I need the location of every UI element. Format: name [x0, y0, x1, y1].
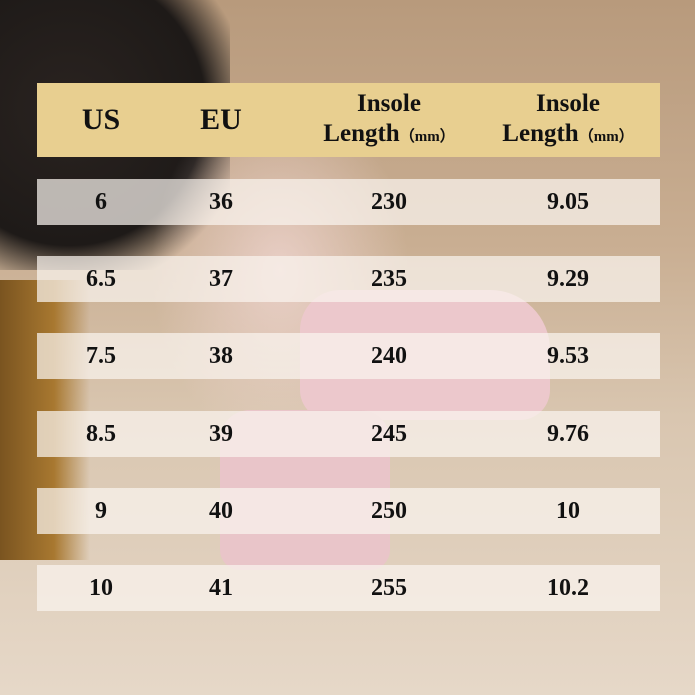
- table-cell: 9: [95, 497, 107, 524]
- table-cell: 6.5: [86, 265, 116, 292]
- table-cell: 230: [371, 188, 407, 215]
- header-label: Insole: [536, 89, 600, 117]
- table-cell: 255: [371, 574, 407, 601]
- size-table-header: US EU Insole Length（mm） Insole Length（mm…: [37, 83, 660, 157]
- table-cell: 9.05: [547, 188, 589, 215]
- header-label: US: [81, 103, 121, 136]
- table-row: 8.5 39 245 9.76: [37, 411, 660, 457]
- header-eu: EU: [131, 83, 311, 157]
- table-cell: 37: [209, 265, 233, 292]
- table-cell: 40: [209, 497, 233, 524]
- table-cell: 36: [209, 188, 233, 215]
- table-row: 7.5 38 240 9.53: [37, 333, 660, 379]
- table-cell: 245: [371, 420, 407, 447]
- header-us: US: [11, 83, 191, 157]
- table-cell: 10: [556, 497, 580, 524]
- table-cell: 6: [95, 188, 107, 215]
- header-unit: （mm）: [399, 128, 455, 145]
- table-row: 10 41 255 10.2: [37, 565, 660, 611]
- table-cell: 250: [371, 497, 407, 524]
- header-label: Insole: [357, 89, 421, 117]
- header-insole-length-2: Insole Length（mm）: [478, 83, 658, 157]
- header-label: Length: [323, 119, 400, 147]
- table-cell: 38: [209, 342, 233, 369]
- table-row: 6 36 230 9.05: [37, 179, 660, 225]
- table-row: 9 40 250 10: [37, 488, 660, 534]
- table-cell: 7.5: [86, 342, 116, 369]
- table-cell: 9.76: [547, 420, 589, 447]
- table-cell: 10.2: [547, 574, 589, 601]
- table-row: 6.5 37 235 9.29: [37, 256, 660, 302]
- table-cell: 235: [371, 265, 407, 292]
- table-cell: 9.53: [547, 342, 589, 369]
- table-cell: 9.29: [547, 265, 589, 292]
- table-cell: 8.5: [86, 420, 116, 447]
- header-label: EU: [200, 103, 242, 136]
- table-cell: 39: [209, 420, 233, 447]
- header-insole-length-1: Insole Length（mm）: [299, 83, 479, 157]
- header-label: Length: [502, 119, 579, 147]
- table-cell: 240: [371, 342, 407, 369]
- table-cell: 10: [89, 574, 113, 601]
- table-cell: 41: [209, 574, 233, 601]
- header-unit: （mm）: [578, 128, 634, 145]
